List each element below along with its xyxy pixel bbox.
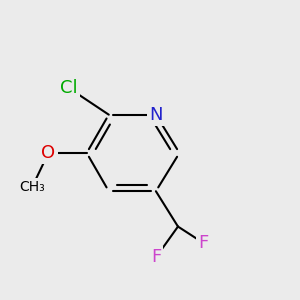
Text: F: F [151,248,161,266]
Text: N: N [149,106,163,124]
Text: O: O [41,144,56,162]
Text: Cl: Cl [60,79,78,97]
Text: F: F [198,234,208,252]
Text: CH₃: CH₃ [19,180,45,194]
